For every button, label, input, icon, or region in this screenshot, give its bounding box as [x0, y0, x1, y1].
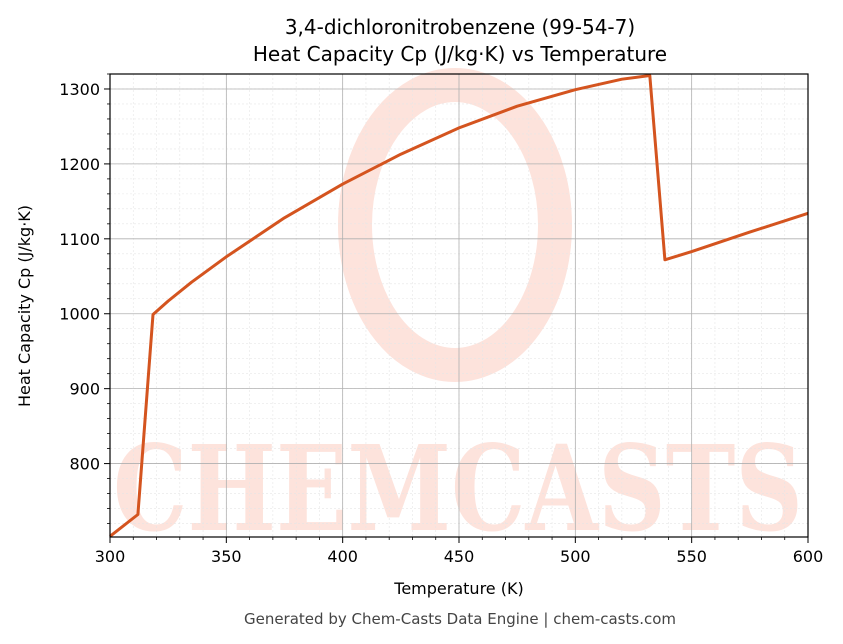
y-tick-label: 800: [69, 455, 100, 474]
footer-credit: Generated by Chem-Casts Data Engine | ch…: [244, 610, 676, 628]
x-tick-label: 300: [95, 547, 126, 566]
chart-title-line1: 3,4-dichloronitrobenzene (99-54-7): [285, 15, 635, 39]
x-tick-label: 350: [211, 547, 242, 566]
plot-area: CHEMCASTS: [109, 68, 809, 558]
watermark-text: CHEMCASTS: [113, 419, 803, 558]
y-tick-label: 900: [69, 380, 100, 399]
watermark-swirl: [338, 68, 572, 382]
x-tick-label: 400: [327, 547, 358, 566]
x-axis: 300 350 400 450 500 550 600: [95, 537, 824, 566]
y-axis-label: Heat Capacity Cp (J/kg·K): [15, 205, 34, 407]
x-tick-label: 600: [793, 547, 824, 566]
x-axis-label: Temperature (K): [393, 579, 523, 598]
x-tick-label: 550: [676, 547, 707, 566]
series-line-cp: [109, 74, 809, 538]
y-tick-label: 1300: [59, 80, 100, 99]
x-tick-label: 500: [560, 547, 591, 566]
y-axis: 800 900 1000 1100 1200 1300: [59, 73, 110, 524]
y-tick-label: 1200: [59, 155, 100, 174]
watermark-logo: CHEMCASTS: [113, 68, 803, 558]
x-tick-label: 450: [444, 547, 475, 566]
y-tick-label: 1100: [59, 230, 100, 249]
y-tick-label: 1000: [59, 305, 100, 324]
chart-title-line2: Heat Capacity Cp (J/kg·K) vs Temperature: [253, 42, 667, 66]
